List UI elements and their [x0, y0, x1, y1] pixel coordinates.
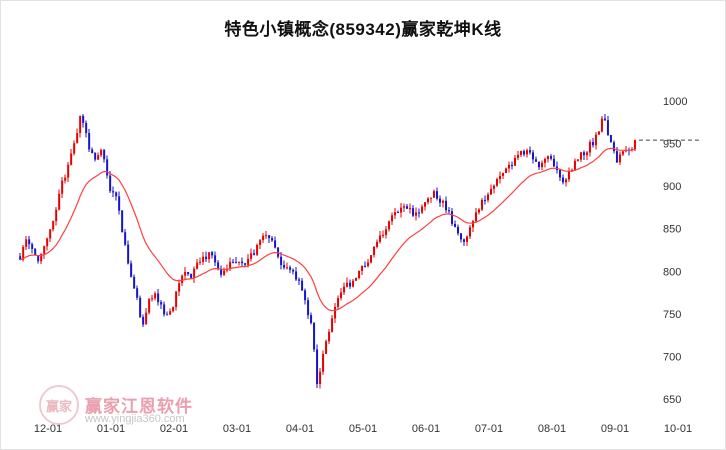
y-axis-label: 750: [663, 309, 681, 321]
y-axis-label: 1000: [663, 96, 687, 108]
x-axis-label: 03-01: [223, 423, 251, 435]
chart-title: 特色小镇概念(859342)赢家乾坤K线: [224, 20, 502, 39]
y-axis-label: 900: [663, 181, 681, 193]
x-axis-label: 12-01: [34, 423, 62, 435]
y-axis-label: 800: [663, 266, 681, 278]
x-axis-label: 04-01: [286, 423, 314, 435]
watermark-url: www.yingjia360.com: [85, 413, 185, 425]
y-axis-label: 700: [663, 351, 681, 363]
y-axis-label: 650: [663, 394, 681, 406]
watermark-logo: 赢家: [39, 385, 79, 425]
x-axis-label: 07-01: [475, 423, 503, 435]
watermark-brand: 赢家江恩软件: [85, 397, 193, 416]
candles-series: [19, 113, 636, 389]
x-axis-label: 02-01: [160, 423, 188, 435]
x-axis-label: 08-01: [538, 423, 566, 435]
x-axis-label: 01-01: [97, 423, 125, 435]
x-axis-label: 05-01: [349, 423, 377, 435]
x-axis-label: 10-01: [664, 423, 692, 435]
x-axis-label: 09-01: [601, 423, 629, 435]
ma-line: [19, 147, 636, 312]
watermark-logo-text: 赢家: [45, 398, 72, 414]
y-axis-label: 850: [663, 224, 681, 236]
y-axis-label: 950: [663, 139, 681, 151]
x-axis-label: 06-01: [412, 423, 440, 435]
